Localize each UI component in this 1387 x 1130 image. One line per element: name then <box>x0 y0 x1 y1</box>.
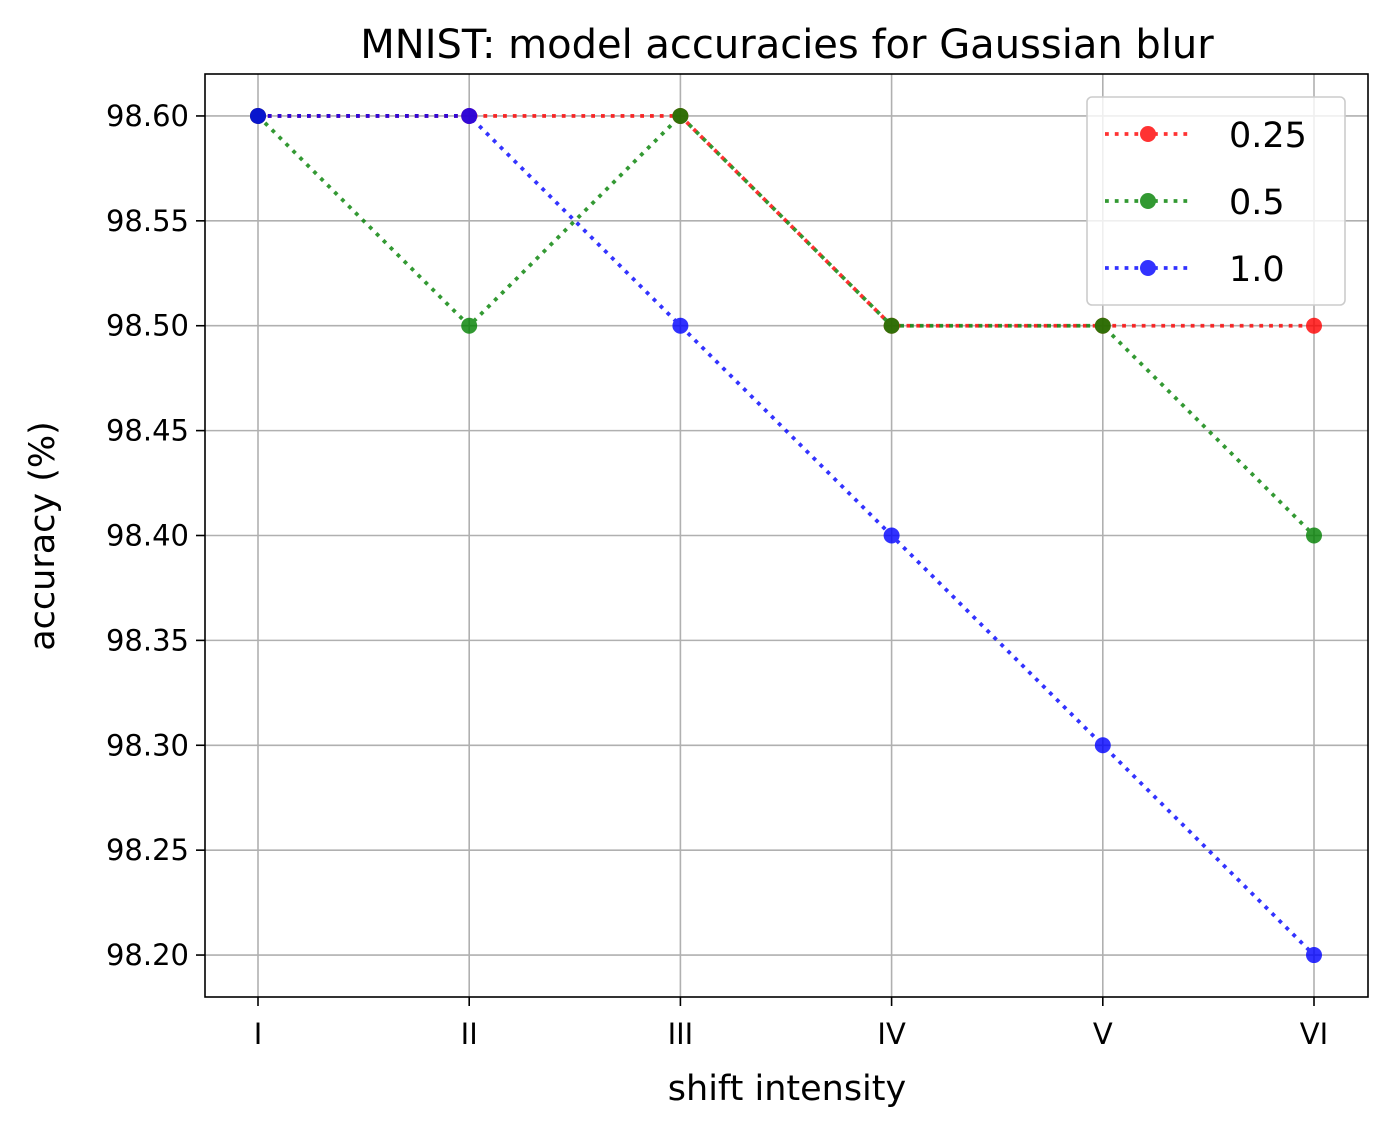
legend-swatch <box>1105 260 1190 276</box>
legend-swatch <box>1105 126 1190 142</box>
data-point <box>250 107 266 124</box>
legend-label: 0.5 <box>1229 183 1285 223</box>
legend-label: 1.0 <box>1229 250 1285 290</box>
y-tick-label: 98.35 <box>106 623 189 657</box>
series-line <box>258 114 1316 957</box>
y-tick-label: 98.40 <box>106 519 189 553</box>
legend-marker <box>1140 193 1156 209</box>
y-tick-label: 98.50 <box>106 309 189 343</box>
legend-item: 0.5 <box>1105 183 1285 223</box>
series-line <box>258 114 1314 328</box>
data-point <box>1306 947 1322 964</box>
y-tick-label: 98.25 <box>106 833 189 867</box>
x-tick-label: III <box>668 1017 694 1051</box>
chart-title: MNIST: model accuracies for Gaussian blu… <box>360 22 1214 68</box>
x-axis-label: shift intensity <box>668 1069 906 1109</box>
data-point <box>883 317 900 334</box>
data-point <box>461 317 478 334</box>
legend-marker <box>1140 126 1156 142</box>
x-tick-label: VI <box>1300 1017 1328 1051</box>
legend-item: 0.25 <box>1105 116 1307 156</box>
x-tick-label: V <box>1093 1017 1113 1051</box>
series-1-0 <box>250 107 1322 964</box>
legend-marker <box>1140 260 1156 276</box>
series-line <box>256 113 1316 537</box>
x-tick-label: IV <box>877 1017 906 1051</box>
data-point <box>461 107 478 124</box>
data-point <box>1306 527 1322 544</box>
x-tick-label: I <box>254 1017 263 1051</box>
y-tick-label: 98.60 <box>106 99 189 133</box>
series-lines <box>250 107 1322 964</box>
x-tick-label: II <box>461 1017 478 1051</box>
y-tick-label: 98.45 <box>106 414 189 448</box>
y-axis-label: accuracy (%) <box>23 421 63 651</box>
legend: 0.25 0.5 1.0 <box>1086 96 1346 306</box>
legend-box <box>1086 96 1346 306</box>
legend-swatch <box>1105 193 1190 209</box>
axis-ticks: 98.20 98.25 98.30 98.35 98.40 98.45 98.50 98.55… <box>106 99 1328 1051</box>
y-tick-label: 98.20 <box>106 938 189 972</box>
data-point <box>883 527 900 544</box>
data-point <box>1094 737 1111 754</box>
legend-label: 0.25 <box>1229 116 1307 156</box>
data-point <box>672 107 689 124</box>
data-point <box>672 317 689 334</box>
y-tick-label: 98.30 <box>106 728 189 762</box>
legend-item: 1.0 <box>1105 250 1285 290</box>
data-point <box>1306 317 1322 334</box>
data-point <box>1094 317 1111 334</box>
y-tick-label: 98.55 <box>106 204 189 238</box>
